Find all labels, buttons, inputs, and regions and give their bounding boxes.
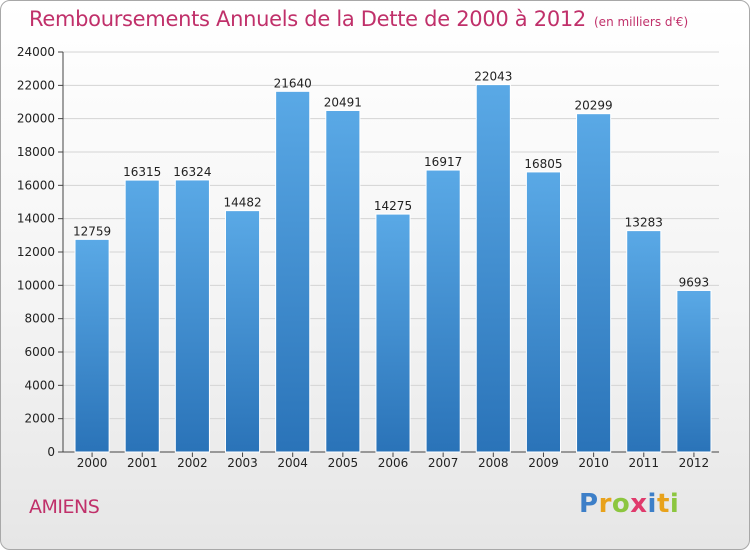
x-tick-label-2001: 2001 xyxy=(127,456,158,470)
y-tick-label: 8000 xyxy=(24,312,55,326)
x-tick-label-2007: 2007 xyxy=(428,456,459,470)
logo-letter: r xyxy=(598,489,612,519)
data-label-2001: 16315 xyxy=(123,165,161,179)
logo-letter: i xyxy=(647,489,657,519)
bar-2006[interactable] xyxy=(375,213,411,453)
y-tick-label: 2000 xyxy=(24,412,55,426)
y-tick-label: 6000 xyxy=(24,345,55,359)
logo-letter: t xyxy=(656,489,670,519)
x-tick-label-2000: 2000 xyxy=(77,456,108,470)
bar-2003[interactable] xyxy=(224,210,261,453)
y-tick-label: 18000 xyxy=(17,145,55,159)
y-tick-label: 12000 xyxy=(17,245,55,259)
data-label-2005: 20491 xyxy=(324,95,362,109)
x-tick-label-2012: 2012 xyxy=(679,456,710,470)
city-name: AMIENS xyxy=(29,496,100,518)
y-tick-label: 10000 xyxy=(17,278,55,292)
x-tick-label-2011: 2011 xyxy=(628,456,659,470)
y-tick-label: 22000 xyxy=(17,78,55,92)
chart-title-text: Remboursements Annuels de la Dette de 20… xyxy=(29,7,586,31)
data-labels: 12759 16315 16324 14482 21640 20491 14275 16917… xyxy=(73,70,709,290)
logo-letter: x xyxy=(630,489,648,519)
bar-2000[interactable] xyxy=(74,238,110,453)
bars xyxy=(74,84,712,453)
data-label-2010: 20299 xyxy=(575,99,613,113)
x-tick-label-2004: 2004 xyxy=(277,456,308,470)
x-tick-label-2002: 2002 xyxy=(177,456,208,470)
data-label-2000: 12759 xyxy=(73,224,111,238)
bar-2004[interactable] xyxy=(275,90,311,453)
axes: 0 2000 4000 6000 8000 10000 12000 14000 16000 180… xyxy=(17,45,719,470)
data-label-2006: 14275 xyxy=(374,199,412,213)
bar-2002[interactable] xyxy=(174,179,210,453)
y-tick-label: 0 xyxy=(47,445,55,459)
y-tick-label: 24000 xyxy=(17,45,55,59)
bar-2009[interactable] xyxy=(525,171,562,453)
x-tick-label-2005: 2005 xyxy=(328,456,359,470)
bar-2011[interactable] xyxy=(626,230,662,453)
proxiti-logo[interactable]: Proxiti xyxy=(579,489,679,519)
chart-unit: (en milliers d'€) xyxy=(594,15,689,29)
bar-2005[interactable] xyxy=(325,109,361,453)
logo-letter: o xyxy=(611,489,631,519)
data-label-2002: 16324 xyxy=(173,165,211,179)
x-tick-label-2003: 2003 xyxy=(227,456,258,470)
data-label-2007: 16917 xyxy=(424,155,462,169)
chart-title: Remboursements Annuels de la Dette de 20… xyxy=(29,7,688,31)
y-tick-label: 20000 xyxy=(17,112,55,126)
bar-2001[interactable] xyxy=(124,179,160,453)
logo-letter: i xyxy=(669,489,680,519)
data-label-2011: 13283 xyxy=(625,216,663,230)
y-tick-label: 4000 xyxy=(24,378,55,392)
bar-2012[interactable] xyxy=(676,289,712,453)
x-tick-label-2006: 2006 xyxy=(378,456,409,470)
x-tick-label-2009: 2009 xyxy=(528,456,559,470)
data-label-2009: 16805 xyxy=(524,157,562,171)
bar-2007[interactable] xyxy=(425,169,461,453)
logo-letter: P xyxy=(579,489,599,519)
data-label-2003: 14482 xyxy=(223,196,261,210)
x-tick-label-2010: 2010 xyxy=(578,456,609,470)
data-label-2004: 21640 xyxy=(274,76,312,90)
y-tick-label: 16000 xyxy=(17,178,55,192)
x-tick-label-2008: 2008 xyxy=(478,456,509,470)
data-label-2008: 22043 xyxy=(474,70,512,84)
y-tick-label: 14000 xyxy=(17,212,55,226)
data-label-2012: 9693 xyxy=(679,275,710,289)
bar-2008[interactable] xyxy=(475,84,511,453)
bar-2010[interactable] xyxy=(576,113,612,453)
